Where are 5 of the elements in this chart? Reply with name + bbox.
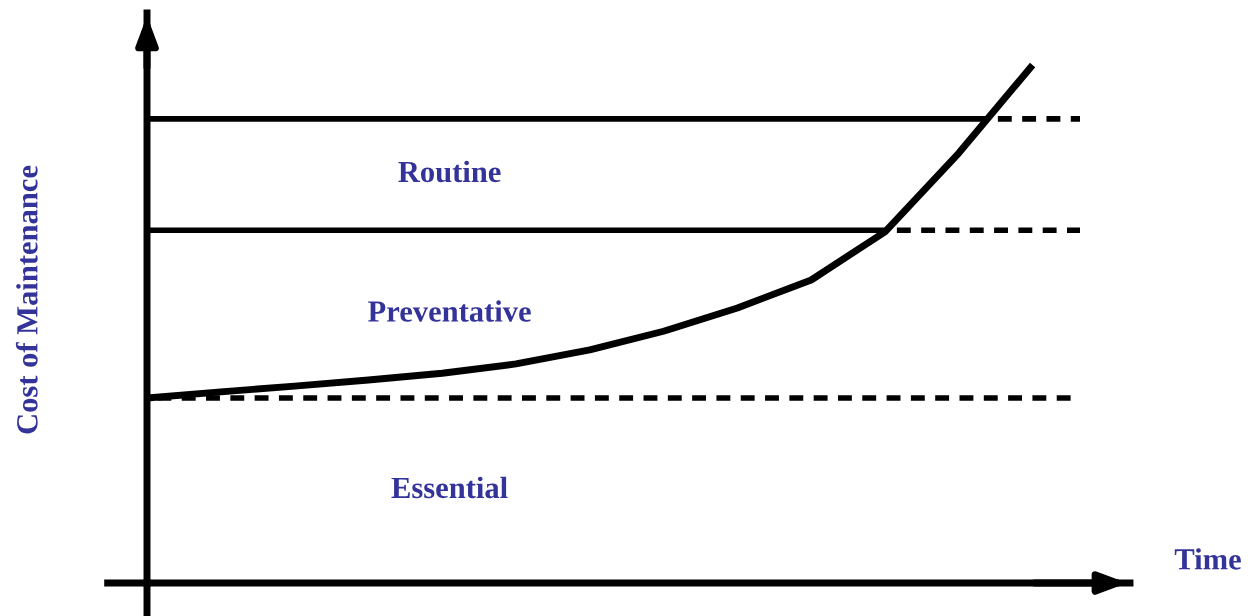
annotation: Preventative: [368, 300, 531, 322]
annotation: Essential: [391, 476, 508, 499]
x-axis-title: Time: [1174, 548, 1241, 570]
annotation: Routine: [398, 160, 501, 183]
y-axis-title: Cost of Maintenance: [15, 165, 38, 434]
